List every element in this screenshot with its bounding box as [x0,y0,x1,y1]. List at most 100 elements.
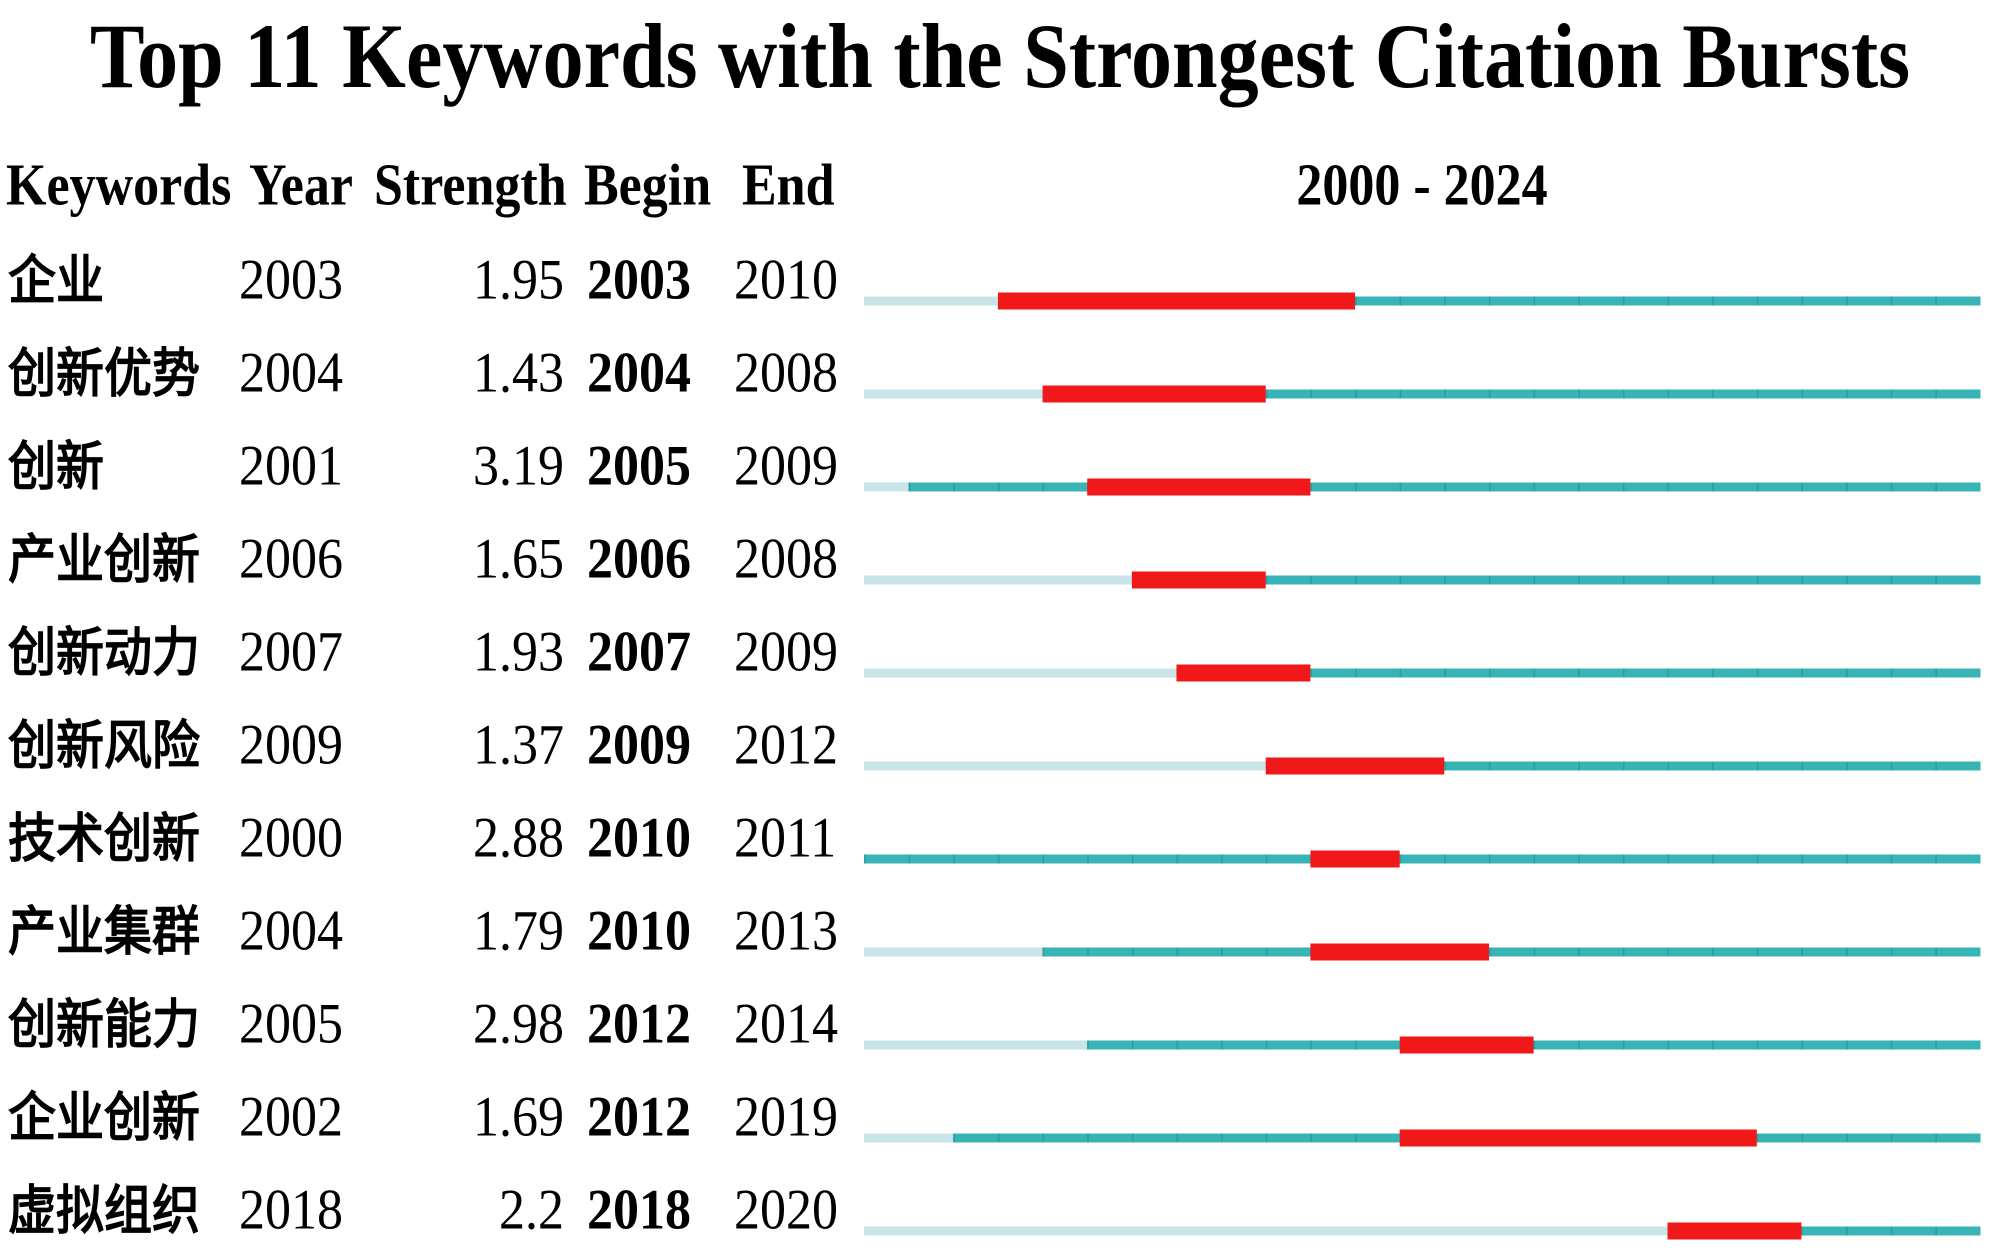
year-tick [1444,482,1446,492]
year-tick [1488,761,1491,771]
row-keyword: 创新能力 [8,994,201,1056]
year-segment-active [1533,668,1579,678]
year-tick [908,482,911,492]
year-tick [1087,854,1089,864]
year-segment-active [1935,947,1981,957]
year-segment-inactive [1444,1226,1490,1236]
year-tick [1756,1040,1759,1050]
year-tick [1935,575,1937,585]
table-row: 企业 2003 1.95 2003 2010 [0,249,860,312]
year-tick [1890,1133,1893,1143]
year-tick [1667,854,1670,864]
year-segment-inactive [1488,1226,1535,1236]
year-segment-inactive [1265,1226,1311,1236]
year-segment-active [1801,1226,1847,1236]
keyword-timeline [864,571,1981,589]
burst-bar [997,292,1356,310]
year-segment-inactive [997,575,1044,585]
row-begin: 2007 [587,621,691,684]
year-tick [1533,296,1536,306]
table-row: 产业集群 2004 1.79 2010 2013 [0,900,860,963]
year-tick [1712,575,1714,585]
year-tick [1131,1040,1134,1050]
year-tick [1801,854,1804,864]
year-tick [1355,389,1357,399]
year-segment-active [1935,761,1981,771]
year-tick [1890,389,1893,399]
year-segment-inactive [908,389,954,399]
year-tick [1801,296,1804,306]
year-tick [1667,389,1670,399]
row-strength: 1.43 [473,342,564,405]
year-tick [1488,668,1491,678]
year-tick [1444,854,1446,864]
year-segment-active [1890,761,1936,771]
year-tick [1890,854,1893,864]
year-segment-active [1622,854,1669,864]
year-tick [1935,389,1937,399]
row-end: 2008 [734,528,838,591]
year-tick [1622,854,1625,864]
table-row: 产业创新 2006 1.65 2006 2008 [0,528,860,591]
row-end: 2014 [734,993,838,1056]
year-segment-active [1488,668,1535,678]
year-segment-active [1890,947,1936,957]
year-tick [1488,389,1491,399]
year-tick [1265,1133,1268,1143]
row-end: 2012 [734,714,838,777]
row-keyword: 创新优势 [8,343,201,405]
year-tick [1846,482,1848,492]
year-segment-active [1176,947,1222,957]
year-tick [1355,482,1357,492]
keyword-timeline [864,850,1981,868]
year-segment-inactive [953,575,999,585]
keyword-timeline [864,943,1981,961]
keyword-timeline [864,757,1981,775]
year-segment-active [1667,482,1713,492]
row-begin: 2012 [587,993,691,1056]
year-tick [1578,296,1580,306]
year-segment-inactive [864,296,910,306]
row-end: 2010 [734,249,838,312]
year-segment-active [1533,761,1579,771]
year-tick [1935,482,1937,492]
year-tick [997,1133,1000,1143]
year-segment-inactive [864,389,910,399]
year-tick [1667,761,1670,771]
year-tick [1801,482,1804,492]
year-segment-active [1622,761,1669,771]
year-tick [1756,761,1759,771]
year-tick [1667,1040,1670,1050]
year-segment-active [1265,854,1311,864]
year-segment-active [1399,482,1445,492]
year-tick [1801,1040,1804,1050]
year-segment-active [1622,296,1669,306]
row-strength: 2.2 [499,1179,564,1242]
year-segment-active [1221,854,1267,864]
year-tick [1087,1040,1089,1050]
year-tick [1801,389,1804,399]
year-segment-inactive [1399,1226,1445,1236]
year-tick [1042,947,1045,957]
year-tick [997,482,1000,492]
year-tick [1801,575,1804,585]
row-strength: 1.95 [473,249,564,312]
year-segment-active [1935,1040,1981,1050]
year-segment-active [1846,389,1892,399]
row-keyword: 技术创新 [8,808,201,870]
year-segment-inactive [1087,1226,1133,1236]
year-segment-inactive [997,1040,1044,1050]
year-tick [1890,1226,1893,1236]
year-tick [1042,854,1045,864]
year-segment-active [1756,389,1802,399]
year-segment-active [1488,296,1535,306]
year-tick [1846,947,1848,957]
year-segment-active [1488,947,1535,957]
year-segment-active [1488,854,1535,864]
year-segment-active [864,854,910,864]
year-segment-active [908,482,954,492]
year-segment-inactive [864,668,910,678]
year-segment-active [1801,947,1847,957]
year-segment-active [1846,947,1892,957]
